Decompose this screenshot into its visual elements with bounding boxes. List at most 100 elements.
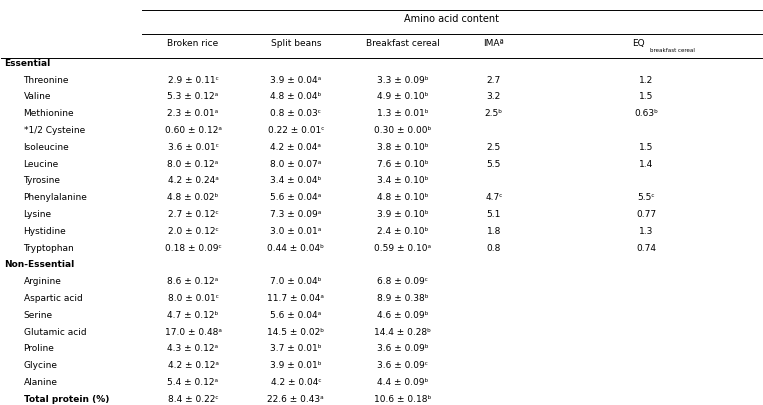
Text: Methionine: Methionine <box>24 109 74 118</box>
Text: 10.6 ± 0.18ᵇ: 10.6 ± 0.18ᵇ <box>374 394 431 403</box>
Text: 5.4 ± 0.12ᵃ: 5.4 ± 0.12ᵃ <box>167 377 218 386</box>
Text: 0.60 ± 0.12ᵃ: 0.60 ± 0.12ᵃ <box>165 126 221 135</box>
Text: 2.4 ± 0.10ᵇ: 2.4 ± 0.10ᵇ <box>377 226 428 235</box>
Text: 6.8 ± 0.09ᶜ: 6.8 ± 0.09ᶜ <box>377 277 428 286</box>
Text: 4.2 ± 0.04ᶜ: 4.2 ± 0.04ᶜ <box>271 377 321 386</box>
Text: 3.6 ± 0.09ᵇ: 3.6 ± 0.09ᵇ <box>377 343 428 352</box>
Text: 2.5ᵇ: 2.5ᵇ <box>485 109 503 118</box>
Text: Amino acid content: Amino acid content <box>404 14 500 24</box>
Text: 4.6 ± 0.09ᵇ: 4.6 ± 0.09ᵇ <box>377 310 428 319</box>
Text: 0.22 ± 0.01ᶜ: 0.22 ± 0.01ᶜ <box>268 126 324 135</box>
Text: Total protein (%): Total protein (%) <box>24 394 109 403</box>
Text: 4.2 ± 0.24ᵃ: 4.2 ± 0.24ᵃ <box>168 176 218 185</box>
Text: 0.30 ± 0.00ᵇ: 0.30 ± 0.00ᵇ <box>374 126 431 135</box>
Text: Broken rice: Broken rice <box>167 38 219 47</box>
Text: 1.5: 1.5 <box>639 92 653 101</box>
Text: 3.4 ± 0.10ᵇ: 3.4 ± 0.10ᵇ <box>377 176 428 185</box>
Text: 2.0 ± 0.12ᶜ: 2.0 ± 0.12ᶜ <box>168 226 218 235</box>
Text: 3.9 ± 0.04ᵃ: 3.9 ± 0.04ᵃ <box>270 75 321 85</box>
Text: Tyrosine: Tyrosine <box>24 176 60 185</box>
Text: Glutamic acid: Glutamic acid <box>24 327 86 336</box>
Text: 8.0 ± 0.07ᵃ: 8.0 ± 0.07ᵃ <box>270 159 321 168</box>
Text: 5.6 ± 0.04ᵃ: 5.6 ± 0.04ᵃ <box>270 193 321 202</box>
Text: 3.6 ± 0.01ᶜ: 3.6 ± 0.01ᶜ <box>168 143 218 151</box>
Text: 2.7: 2.7 <box>487 75 501 85</box>
Text: 4.3 ± 0.12ᵃ: 4.3 ± 0.12ᵃ <box>167 343 218 352</box>
Text: Lysine: Lysine <box>24 209 52 218</box>
Text: 14.4 ± 0.28ᵇ: 14.4 ± 0.28ᵇ <box>374 327 431 336</box>
Text: 4.7 ± 0.12ᵇ: 4.7 ± 0.12ᵇ <box>167 310 219 319</box>
Text: 0.74: 0.74 <box>636 243 656 252</box>
Text: 0.44 ± 0.04ᵇ: 0.44 ± 0.04ᵇ <box>267 243 324 252</box>
Text: 8.6 ± 0.12ᵃ: 8.6 ± 0.12ᵃ <box>167 277 219 286</box>
Text: Glycine: Glycine <box>24 360 57 369</box>
Text: Proline: Proline <box>24 343 54 352</box>
Text: Isoleucine: Isoleucine <box>24 143 69 151</box>
Text: 0.77: 0.77 <box>636 209 656 218</box>
Text: 5.1: 5.1 <box>487 209 501 218</box>
Text: 8.4 ± 0.22ᶜ: 8.4 ± 0.22ᶜ <box>168 394 218 403</box>
Text: 4.2 ± 0.04ᵃ: 4.2 ± 0.04ᵃ <box>270 143 321 151</box>
Text: 22.6 ± 0.43ᵃ: 22.6 ± 0.43ᵃ <box>268 394 324 403</box>
Text: Valine: Valine <box>24 92 51 101</box>
Text: 0.63ᵇ: 0.63ᵇ <box>634 109 658 118</box>
Text: 2.5: 2.5 <box>487 143 501 151</box>
Text: 3.8 ± 0.10ᵇ: 3.8 ± 0.10ᵇ <box>377 143 428 151</box>
Text: 3.4 ± 0.04ᵇ: 3.4 ± 0.04ᵇ <box>270 176 321 185</box>
Text: 1.2: 1.2 <box>639 75 653 85</box>
Text: Alanine: Alanine <box>24 377 57 386</box>
Text: 3.2: 3.2 <box>487 92 501 101</box>
Text: 8.0 ± 0.12ᵃ: 8.0 ± 0.12ᵃ <box>167 159 219 168</box>
Text: 3.9 ± 0.01ᵇ: 3.9 ± 0.01ᵇ <box>270 360 322 369</box>
Text: Hystidine: Hystidine <box>24 226 66 235</box>
Text: 0.8 ± 0.03ᶜ: 0.8 ± 0.03ᶜ <box>270 109 321 118</box>
Text: 0.8: 0.8 <box>487 243 501 252</box>
Text: 5.3 ± 0.12ᵃ: 5.3 ± 0.12ᵃ <box>167 92 219 101</box>
Text: Split beans: Split beans <box>271 38 321 47</box>
Text: 3.6 ± 0.09ᶜ: 3.6 ± 0.09ᶜ <box>377 360 428 369</box>
Text: 5.5ᶜ: 5.5ᶜ <box>637 193 655 202</box>
Text: 4.8 ± 0.02ᵇ: 4.8 ± 0.02ᵇ <box>167 193 219 202</box>
Text: 4.4 ± 0.09ᵇ: 4.4 ± 0.09ᵇ <box>377 377 428 386</box>
Text: 1.5: 1.5 <box>639 143 653 151</box>
Text: 2.3 ± 0.01ᵃ: 2.3 ± 0.01ᵃ <box>167 109 219 118</box>
Text: 0.18 ± 0.09ᶜ: 0.18 ± 0.09ᶜ <box>165 243 221 252</box>
Text: 3.9 ± 0.10ᵇ: 3.9 ± 0.10ᵇ <box>377 209 428 218</box>
Text: 4.8 ± 0.10ᵇ: 4.8 ± 0.10ᵇ <box>377 193 428 202</box>
Text: 4.8 ± 0.04ᵇ: 4.8 ± 0.04ᵇ <box>270 92 321 101</box>
Text: 17.0 ± 0.48ᵃ: 17.0 ± 0.48ᵃ <box>165 327 221 336</box>
Text: Phenylalanine: Phenylalanine <box>24 193 88 202</box>
Text: breakfast cereal: breakfast cereal <box>650 48 695 53</box>
Text: Non-Essential: Non-Essential <box>5 260 75 269</box>
Text: 7.0 ± 0.04ᵇ: 7.0 ± 0.04ᵇ <box>270 277 321 286</box>
Text: Aspartic acid: Aspartic acid <box>24 293 82 302</box>
Text: EQ: EQ <box>633 38 645 47</box>
Text: Tryptophan: Tryptophan <box>24 243 74 252</box>
Text: Essential: Essential <box>5 59 51 68</box>
Text: 1.3 ± 0.01ᵇ: 1.3 ± 0.01ᵇ <box>377 109 428 118</box>
Text: 4.9 ± 0.10ᵇ: 4.9 ± 0.10ᵇ <box>377 92 428 101</box>
Text: 4.7ᶜ: 4.7ᶜ <box>485 193 503 202</box>
Text: 1.4: 1.4 <box>639 159 653 168</box>
Text: Leucine: Leucine <box>24 159 59 168</box>
Text: 3.0 ± 0.01ᵃ: 3.0 ± 0.01ᵃ <box>270 226 321 235</box>
Text: 2.9 ± 0.11ᶜ: 2.9 ± 0.11ᶜ <box>168 75 218 85</box>
Text: 3.3 ± 0.09ᵇ: 3.3 ± 0.09ᵇ <box>377 75 428 85</box>
Text: 7.6 ± 0.10ᵇ: 7.6 ± 0.10ᵇ <box>377 159 428 168</box>
Text: 14.5 ± 0.02ᵇ: 14.5 ± 0.02ᵇ <box>267 327 324 336</box>
Text: 5.6 ± 0.04ᵃ: 5.6 ± 0.04ᵃ <box>270 310 321 319</box>
Text: 1.8: 1.8 <box>487 226 501 235</box>
Text: 8.0 ± 0.01ᶜ: 8.0 ± 0.01ᶜ <box>168 293 218 302</box>
Text: Serine: Serine <box>24 310 53 319</box>
Text: IMAª: IMAª <box>484 38 504 47</box>
Text: 3.7 ± 0.01ᵇ: 3.7 ± 0.01ᵇ <box>270 343 322 352</box>
Text: 11.7 ± 0.04ᵃ: 11.7 ± 0.04ᵃ <box>267 293 324 302</box>
Text: Threonine: Threonine <box>24 75 69 85</box>
Text: 8.9 ± 0.38ᵇ: 8.9 ± 0.38ᵇ <box>377 293 428 302</box>
Text: 7.3 ± 0.09ᵃ: 7.3 ± 0.09ᵃ <box>270 209 321 218</box>
Text: 0.59 ± 0.10ᵃ: 0.59 ± 0.10ᵃ <box>374 243 431 252</box>
Text: Arginine: Arginine <box>24 277 61 286</box>
Text: *1/2 Cysteine: *1/2 Cysteine <box>24 126 85 135</box>
Text: Breakfast cereal: Breakfast cereal <box>365 38 439 47</box>
Text: 2.7 ± 0.12ᶜ: 2.7 ± 0.12ᶜ <box>168 209 218 218</box>
